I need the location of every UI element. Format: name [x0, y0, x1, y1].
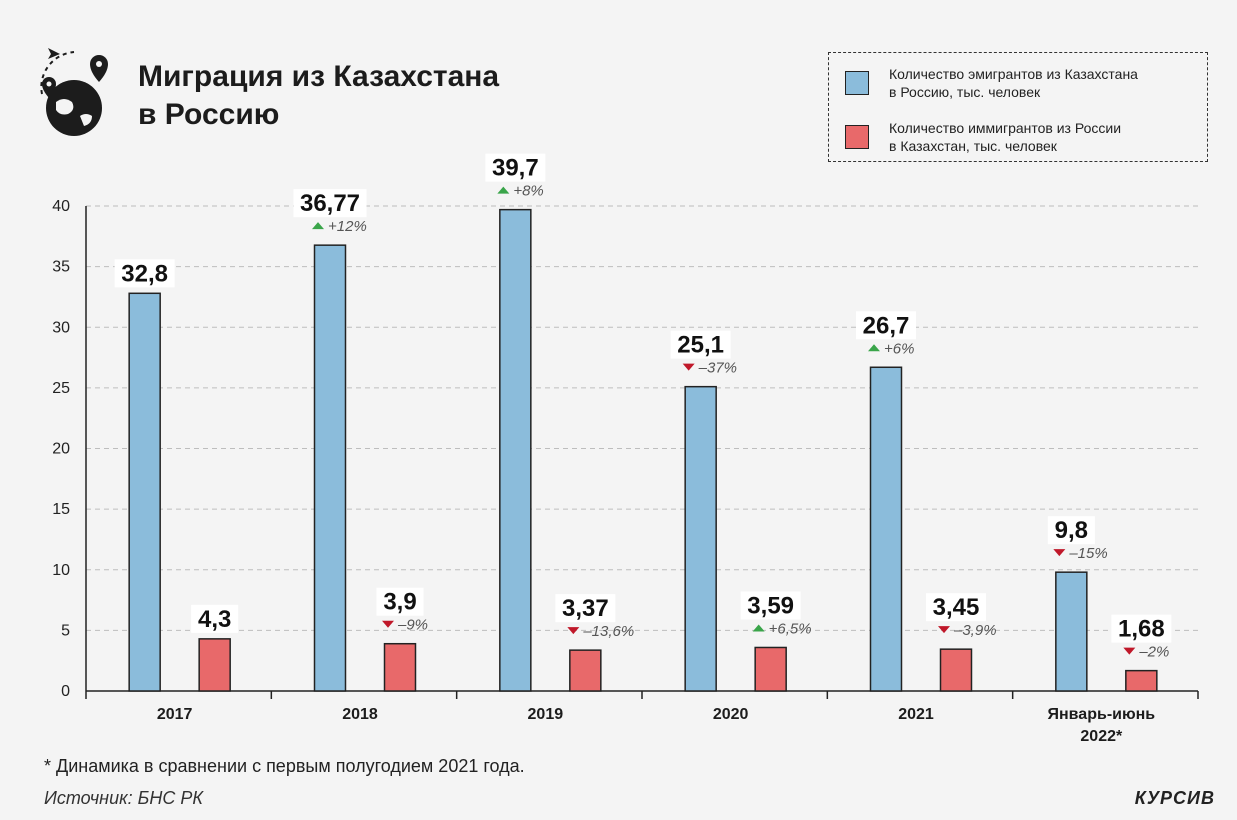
bar-emigrants [1055, 571, 1088, 692]
source-note: Источник: БНС РК [44, 788, 203, 808]
bar-immigrants [383, 642, 417, 692]
value-label: 26,7 [863, 312, 910, 339]
brand-logo: КУРСИВ [1134, 788, 1215, 808]
bar-immigrants [569, 649, 602, 692]
change-down-icon [382, 620, 394, 628]
value-label-bg [191, 604, 239, 633]
legend-label-emigrants-line1: Количество эмигрантов из Казахстана [889, 66, 1138, 82]
value-label: 3,59 [747, 592, 794, 619]
title-line-1: Миграция из Казахстана [138, 60, 500, 93]
y-tick-label: 20 [52, 441, 70, 458]
value-label-bg [740, 591, 801, 620]
bar-immigrants [198, 638, 231, 692]
x-tick-label: Январь-июнь [1048, 706, 1156, 723]
legend-swatch-immigrants [845, 125, 869, 149]
bar-immigrants [754, 646, 787, 692]
y-tick-label: 10 [52, 562, 70, 579]
value-label-bg [856, 311, 916, 340]
value-label-bg [376, 587, 424, 616]
change-down-icon [682, 363, 695, 371]
change-up-icon [497, 186, 510, 194]
change-label: +6% [884, 340, 914, 357]
x-tick-label: 2019 [528, 706, 564, 723]
change-label: +12% [328, 218, 367, 235]
change-label: +6,5% [769, 620, 812, 637]
change-down-icon [938, 626, 950, 634]
legend-label-emigrants-line2: в Россию, тыс. человек [889, 84, 1041, 100]
change-label: –13,6% [582, 623, 634, 640]
change-up-icon [312, 222, 324, 230]
legend-item-immigrants: Количество иммигрантов из России в Казах… [845, 119, 1209, 155]
value-label-bg [1111, 614, 1172, 643]
value-label-bg [1047, 516, 1095, 545]
footnote: * Динамика в сравнении с первым полугоди… [44, 756, 525, 776]
value-label: 32,8 [121, 260, 168, 287]
bar-emigrants [684, 385, 717, 692]
legend-label-immigrants-line2: в Казахстан, тыс. человек [889, 138, 1057, 154]
chart-legend: Количество эмигрантов из Казахстана в Ро… [828, 52, 1208, 162]
bar-immigrants [1125, 669, 1158, 692]
value-label: 1,68 [1118, 616, 1165, 643]
value-label: 36,77 [300, 190, 360, 217]
change-down-icon [1053, 549, 1066, 557]
value-label-bg [293, 189, 367, 218]
value-label-bg [926, 593, 986, 622]
x-tick-label-line2: 2022* [1080, 728, 1123, 745]
x-tick-label: 2021 [898, 706, 934, 723]
value-label: 3,37 [562, 595, 609, 622]
x-tick-label: 2020 [713, 706, 749, 723]
value-label: 9,8 [1055, 517, 1088, 544]
change-down-icon [1123, 647, 1136, 655]
value-label: 3,45 [933, 594, 980, 621]
change-up-icon [752, 624, 765, 632]
y-tick-label: 5 [61, 622, 70, 639]
globe-travel-icon [34, 44, 114, 141]
change-down-icon [567, 627, 580, 635]
x-tick-label: 2017 [157, 706, 193, 723]
legend-swatch-emigrants [845, 71, 869, 95]
y-tick-label: 25 [52, 380, 70, 397]
value-label-bg [114, 259, 175, 288]
y-tick-label: 40 [52, 198, 70, 215]
legend-item-emigrants: Количество эмигрантов из Казахстана в Ро… [845, 65, 1209, 101]
value-label-bg [555, 594, 616, 623]
y-tick-label: 35 [52, 259, 70, 276]
y-tick-label: 30 [52, 319, 70, 336]
bar-immigrants [939, 648, 973, 692]
bar-emigrants [128, 292, 161, 692]
value-label-bg [670, 330, 731, 359]
legend-label-immigrants-line1: Количество иммигрантов из России [889, 120, 1122, 136]
y-tick-label: 0 [61, 683, 70, 700]
x-tick-label: 2018 [342, 706, 378, 723]
bar-emigrants [313, 244, 347, 692]
change-up-icon [868, 344, 880, 352]
page-title: Миграция из Казахстана в Россию [138, 58, 499, 134]
change-label: –9% [397, 617, 428, 634]
value-label: 39,7 [492, 155, 539, 182]
bar-emigrants [869, 366, 903, 692]
value-label: 25,1 [677, 332, 724, 359]
change-label: –2% [1138, 644, 1169, 661]
change-label: –37% [698, 360, 737, 377]
value-label: 4,3 [198, 606, 231, 633]
value-label: 3,9 [383, 589, 416, 616]
bar-emigrants [499, 208, 532, 692]
title-line-2: в Россию [138, 98, 280, 131]
change-label: –15% [1068, 545, 1107, 562]
value-label-bg [485, 153, 546, 182]
change-label: +8% [513, 183, 543, 200]
change-label: –3,9% [953, 622, 997, 639]
y-tick-label: 15 [52, 501, 70, 518]
